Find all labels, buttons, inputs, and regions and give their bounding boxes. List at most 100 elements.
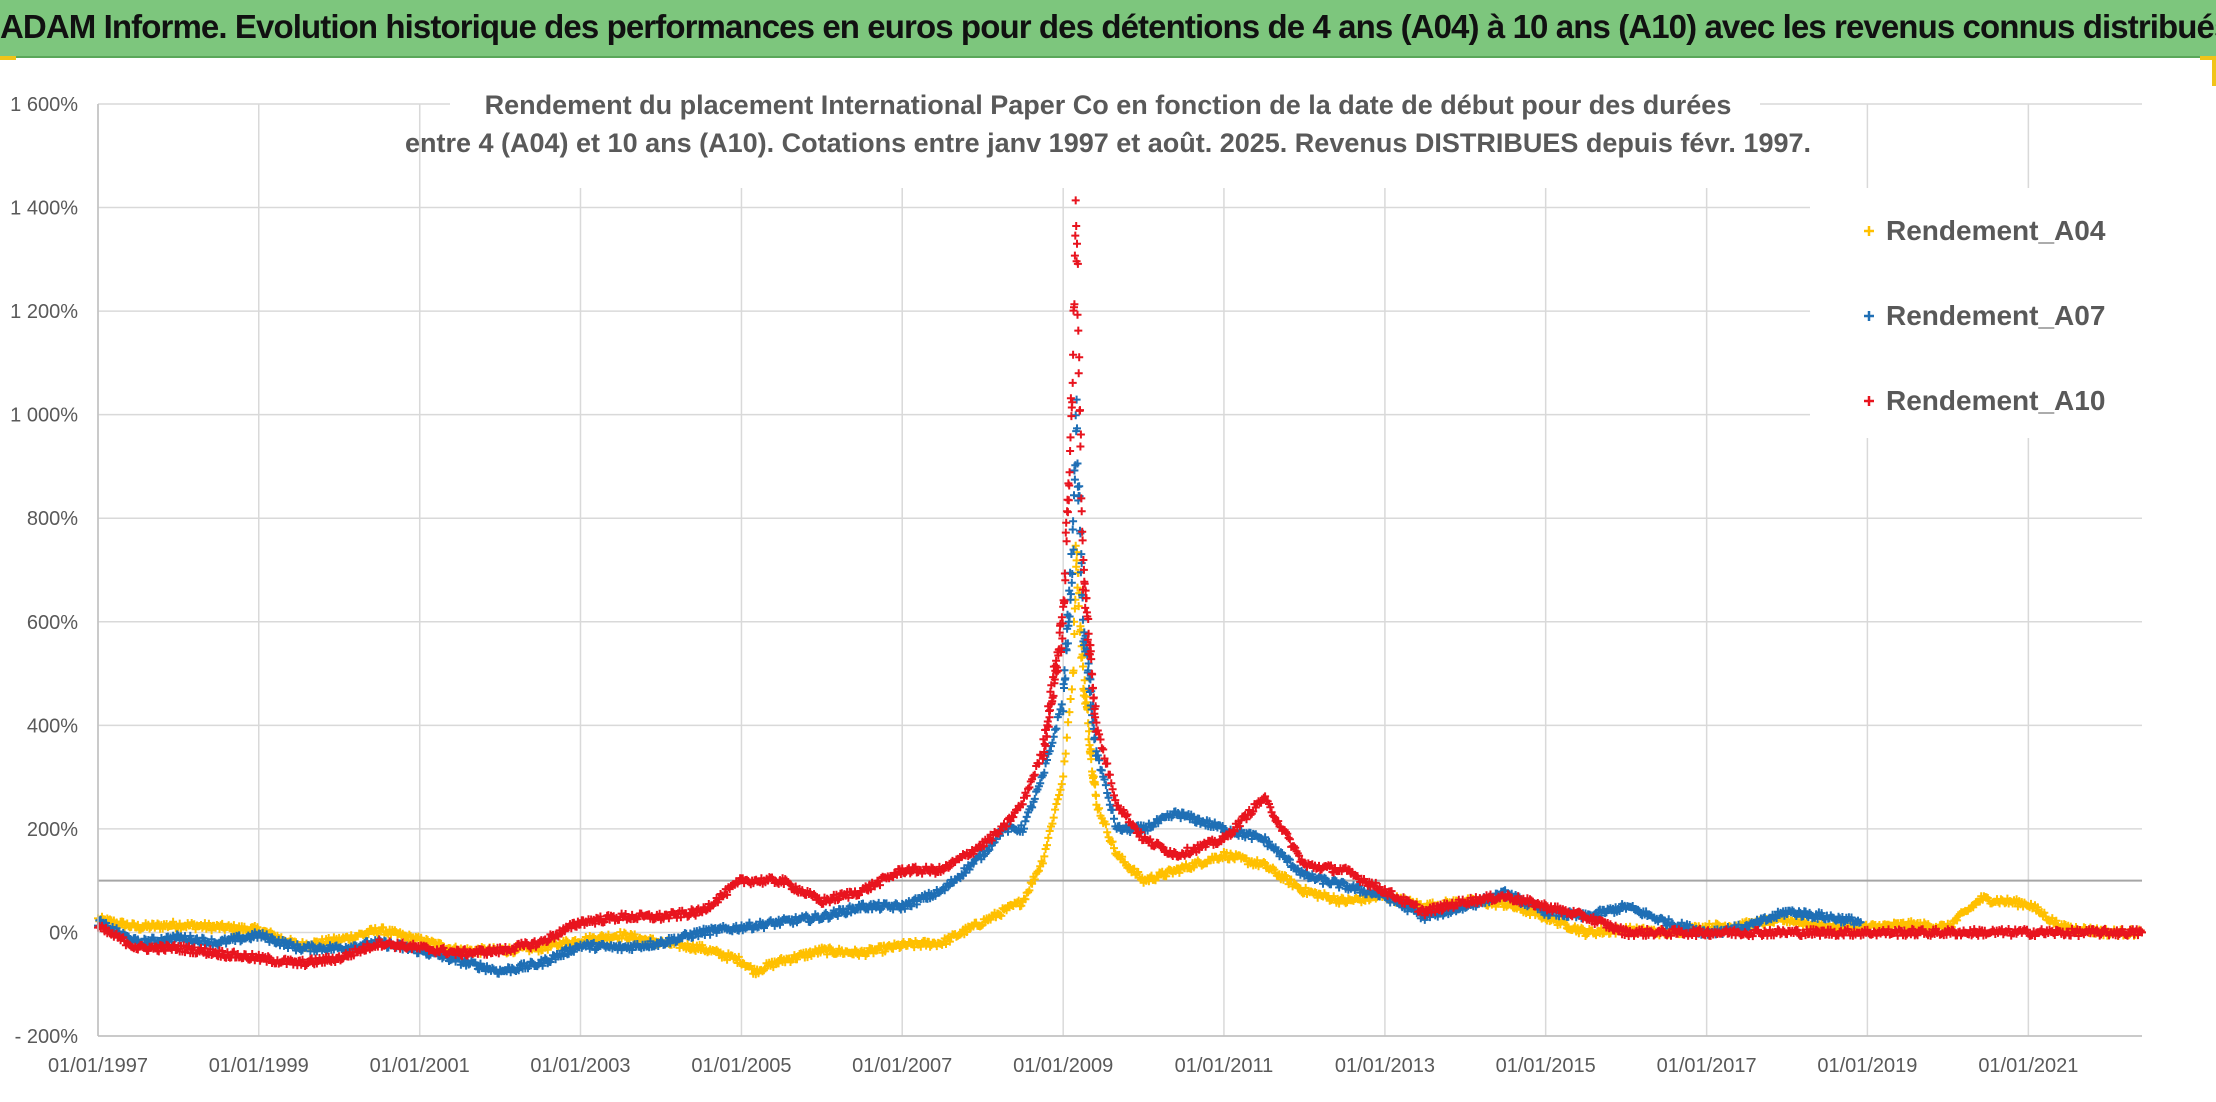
- data-point: [1101, 820, 1110, 829]
- data-point: [1092, 791, 1100, 800]
- data-point: [912, 900, 921, 909]
- corner-mark-top-left: [0, 56, 16, 60]
- data-point: [1072, 222, 1081, 230]
- data-point: [1074, 369, 1083, 378]
- series-rendement-a04: [94, 541, 2146, 979]
- data-point: [1025, 783, 1034, 792]
- data-point: [734, 952, 743, 961]
- data-point: [1073, 583, 1082, 592]
- data-point: [712, 928, 721, 937]
- data-point: [962, 928, 971, 936]
- data-point: [1104, 833, 1113, 842]
- data-point: [1261, 859, 1270, 868]
- x-tick-label: 01/01/2001: [370, 1055, 470, 1077]
- data-point: [348, 936, 357, 945]
- data-point: [823, 950, 832, 959]
- data-point: [907, 902, 916, 911]
- data-point: [534, 960, 543, 969]
- data-point: [1270, 865, 1279, 874]
- x-tick-label: 01/01/2011: [1175, 1055, 1274, 1077]
- data-point: [1162, 872, 1171, 881]
- data-point: [889, 905, 898, 914]
- data-point: [1091, 780, 1100, 789]
- data-point: [969, 859, 978, 868]
- data-point: [1079, 662, 1087, 671]
- data-point: [1044, 833, 1053, 842]
- data-point: [1071, 196, 1080, 205]
- data-point: [422, 935, 431, 943]
- data-point: [843, 909, 852, 918]
- x-tick-label: 01/01/2015: [1496, 1055, 1596, 1077]
- data-point: [472, 961, 481, 970]
- y-tick-label: 0%: [49, 922, 78, 944]
- data-point: [706, 930, 715, 939]
- data-point: [514, 966, 523, 975]
- data-point: [1066, 394, 1075, 403]
- report-title: ADAM Informe. Evolution historique des p…: [0, 8, 2216, 45]
- y-tick-label: 1 200%: [10, 301, 78, 323]
- data-point: [803, 953, 812, 962]
- y-tick-label: 1 400%: [10, 198, 78, 220]
- data-point: [1051, 805, 1060, 814]
- data-point: [555, 938, 564, 947]
- data-point: [1021, 895, 1030, 904]
- data-point: [1175, 868, 1184, 877]
- data-point: [945, 937, 954, 946]
- data-point: [1287, 875, 1296, 884]
- data-point: [671, 938, 680, 947]
- data-point: [1087, 755, 1096, 764]
- data-point: [965, 865, 974, 874]
- y-tick-label: 200%: [27, 819, 78, 841]
- data-point: [1118, 852, 1127, 861]
- x-tick-label: 01/01/2007: [852, 1055, 952, 1077]
- data-point: [1030, 875, 1039, 884]
- data-point: [379, 923, 388, 932]
- y-tick-label: 1 600%: [10, 94, 78, 116]
- data-point: [1074, 602, 1083, 611]
- data-point: [568, 946, 577, 955]
- y-tick-label: 800%: [27, 508, 78, 530]
- data-point: [802, 911, 811, 920]
- data-point: [1034, 866, 1043, 875]
- data-point: [1022, 812, 1031, 821]
- data-point: [1056, 785, 1065, 794]
- x-tick-label: 01/01/2009: [1013, 1055, 1113, 1077]
- data-point: [1049, 813, 1058, 822]
- x-tick-label: 01/01/2021: [1978, 1055, 2078, 1077]
- data-point: [1154, 873, 1163, 882]
- x-tick-label: 01/01/1997: [48, 1055, 148, 1077]
- data-point: [1067, 685, 1076, 694]
- data-point: [1067, 412, 1076, 421]
- legend-label: Rendement_A04: [1886, 215, 2106, 246]
- data-point: [1021, 817, 1030, 826]
- data-point: [1073, 310, 1082, 319]
- data-point: [630, 930, 639, 939]
- x-tick-label: 01/01/2005: [691, 1055, 791, 1077]
- data-point: [560, 945, 569, 954]
- chart-title-line-2: entre 4 (A04) et 10 ans (A10). Cotations…: [405, 128, 1811, 158]
- data-series: [94, 196, 2146, 979]
- data-point: [1059, 772, 1068, 781]
- data-point: [1147, 871, 1156, 880]
- data-point: [1110, 814, 1118, 823]
- data-point: [229, 921, 238, 930]
- data-point: [1259, 858, 1268, 866]
- data-point: [1064, 718, 1073, 727]
- data-point: [1099, 745, 1108, 754]
- data-point: [1068, 378, 1077, 387]
- data-point: [1108, 837, 1117, 846]
- data-point: [186, 931, 195, 940]
- data-point: [646, 937, 655, 946]
- data-point: [1060, 597, 1069, 606]
- data-point: [569, 947, 578, 956]
- data-point: [1045, 827, 1054, 835]
- y-tick-label: - 200%: [15, 1026, 79, 1048]
- data-point: [1076, 442, 1085, 451]
- data-point: [1103, 828, 1112, 837]
- data-point: [1055, 791, 1064, 799]
- data-point: [1134, 868, 1143, 876]
- data-point: [1038, 859, 1047, 868]
- data-point: [1110, 844, 1118, 853]
- data-point: [1070, 251, 1079, 260]
